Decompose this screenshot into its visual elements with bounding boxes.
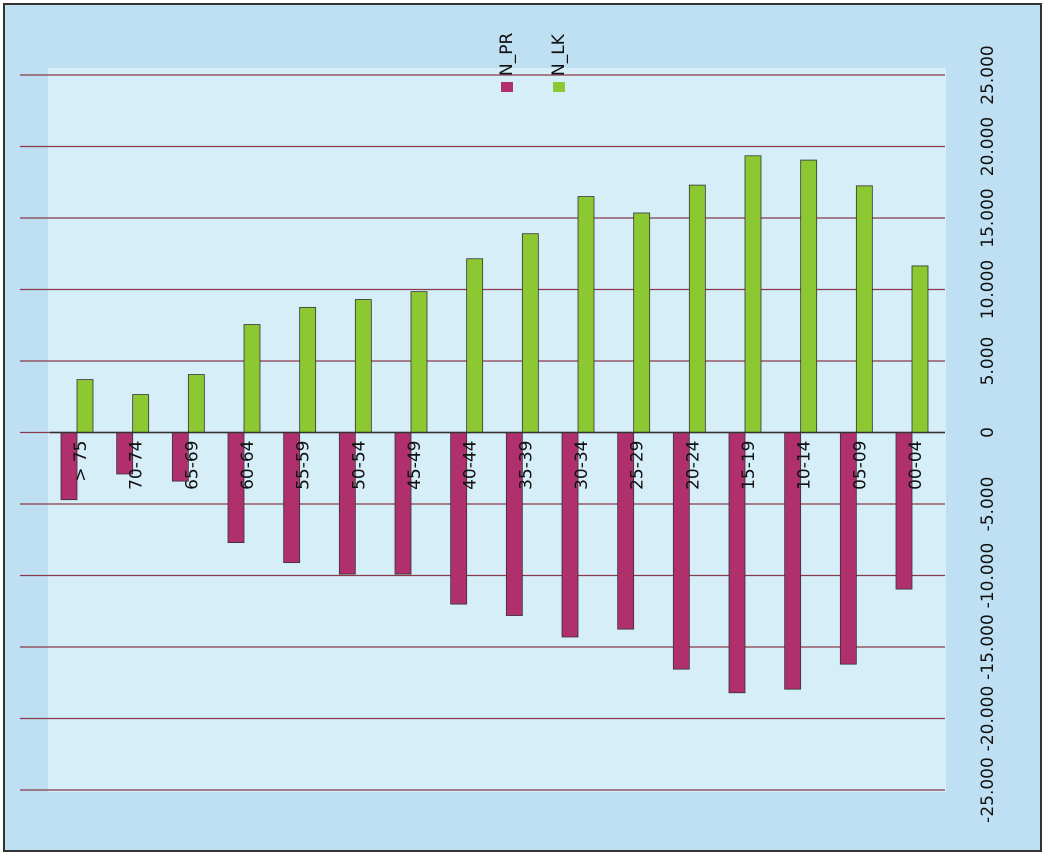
x-tick-label: 60-64 xyxy=(238,441,258,490)
bar xyxy=(633,212,651,433)
x-tick-label: 20-24 xyxy=(683,441,703,490)
y-tick-label: 5.000 xyxy=(978,337,998,386)
bar xyxy=(354,299,372,433)
y-tick-label: -5.000 xyxy=(978,477,998,532)
bar xyxy=(299,306,317,433)
y-tick-label: 0 xyxy=(978,427,998,438)
bar xyxy=(800,159,818,433)
legend-label: N_LK xyxy=(549,33,569,76)
bar xyxy=(744,155,762,433)
bar xyxy=(132,394,150,433)
x-tick-label: 40-44 xyxy=(461,441,481,490)
bar xyxy=(243,324,261,433)
bar xyxy=(911,265,929,433)
x-tick-label: 25-29 xyxy=(628,441,648,490)
x-tick-label: > 75 xyxy=(71,441,91,482)
x-tick-label: 35-39 xyxy=(516,441,536,490)
x-tick-label: 55-59 xyxy=(294,441,314,490)
bar xyxy=(688,184,706,433)
legend-swatch xyxy=(501,82,513,92)
x-tick-label: 10-14 xyxy=(795,441,815,490)
x-tick-label: 45-49 xyxy=(405,441,425,490)
y-tick-label: -15.000 xyxy=(978,614,998,680)
y-tick-label: -10.000 xyxy=(978,543,998,609)
bar xyxy=(855,185,873,433)
bar xyxy=(187,374,205,433)
x-tick-label: 05-09 xyxy=(850,441,870,490)
bar xyxy=(410,291,428,433)
legend-swatch xyxy=(553,82,565,92)
bar xyxy=(466,258,484,433)
y-tick-label: 10.000 xyxy=(978,260,998,319)
x-tick-label: 65-69 xyxy=(182,441,202,490)
x-tick-label: 70-74 xyxy=(127,441,147,490)
x-tick-label: 50-54 xyxy=(349,441,369,490)
y-tick-label: 15.000 xyxy=(978,188,998,247)
x-tick-label: 30-34 xyxy=(572,441,592,490)
bar xyxy=(577,196,595,433)
x-tick-label: 15-19 xyxy=(739,441,759,490)
y-tick-label: 20.000 xyxy=(978,117,998,176)
bar xyxy=(76,379,94,433)
y-tick-label: -25.000 xyxy=(978,757,998,823)
y-tick-label: 25.000 xyxy=(978,45,998,104)
y-tick-label: -20.000 xyxy=(978,686,998,752)
x-tick-label: 00-04 xyxy=(906,441,926,490)
bar xyxy=(521,233,539,433)
legend-label: N_PR xyxy=(497,33,517,76)
